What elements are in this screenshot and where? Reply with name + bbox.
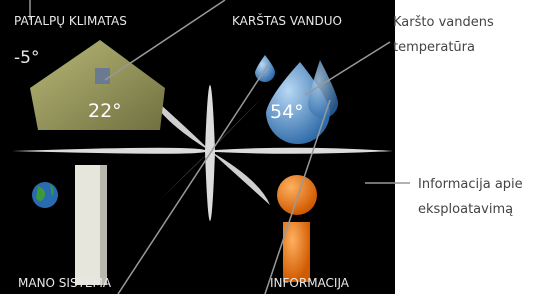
annotation: eksploatavimą xyxy=(418,202,513,217)
info-dot xyxy=(277,175,317,215)
display xyxy=(0,0,395,294)
water-temp: 54° xyxy=(270,101,304,123)
info-bar xyxy=(283,222,310,282)
indoor-temp: 22° xyxy=(88,100,122,122)
annotation: temperatūra xyxy=(393,40,475,55)
annotation: Karšto vandens xyxy=(393,15,494,30)
quadrant-title[interactable]: KARŠTAS VANDUO xyxy=(232,13,342,28)
quadrant-title[interactable]: PATALPŲ KLIMATAS xyxy=(14,14,127,28)
quadrant-title[interactable]: INFORMACIJA xyxy=(270,276,350,290)
page: PATALPŲ KLIMATAS -5° 22° KARŠTAS VANDUO … xyxy=(0,0,557,294)
outdoor-temp: -5° xyxy=(14,48,39,68)
annotation: Informacija apie xyxy=(418,177,523,192)
house-window xyxy=(95,68,110,84)
quadrant-title[interactable]: MANO SISTEMA xyxy=(18,276,112,290)
tower-side xyxy=(100,165,107,285)
